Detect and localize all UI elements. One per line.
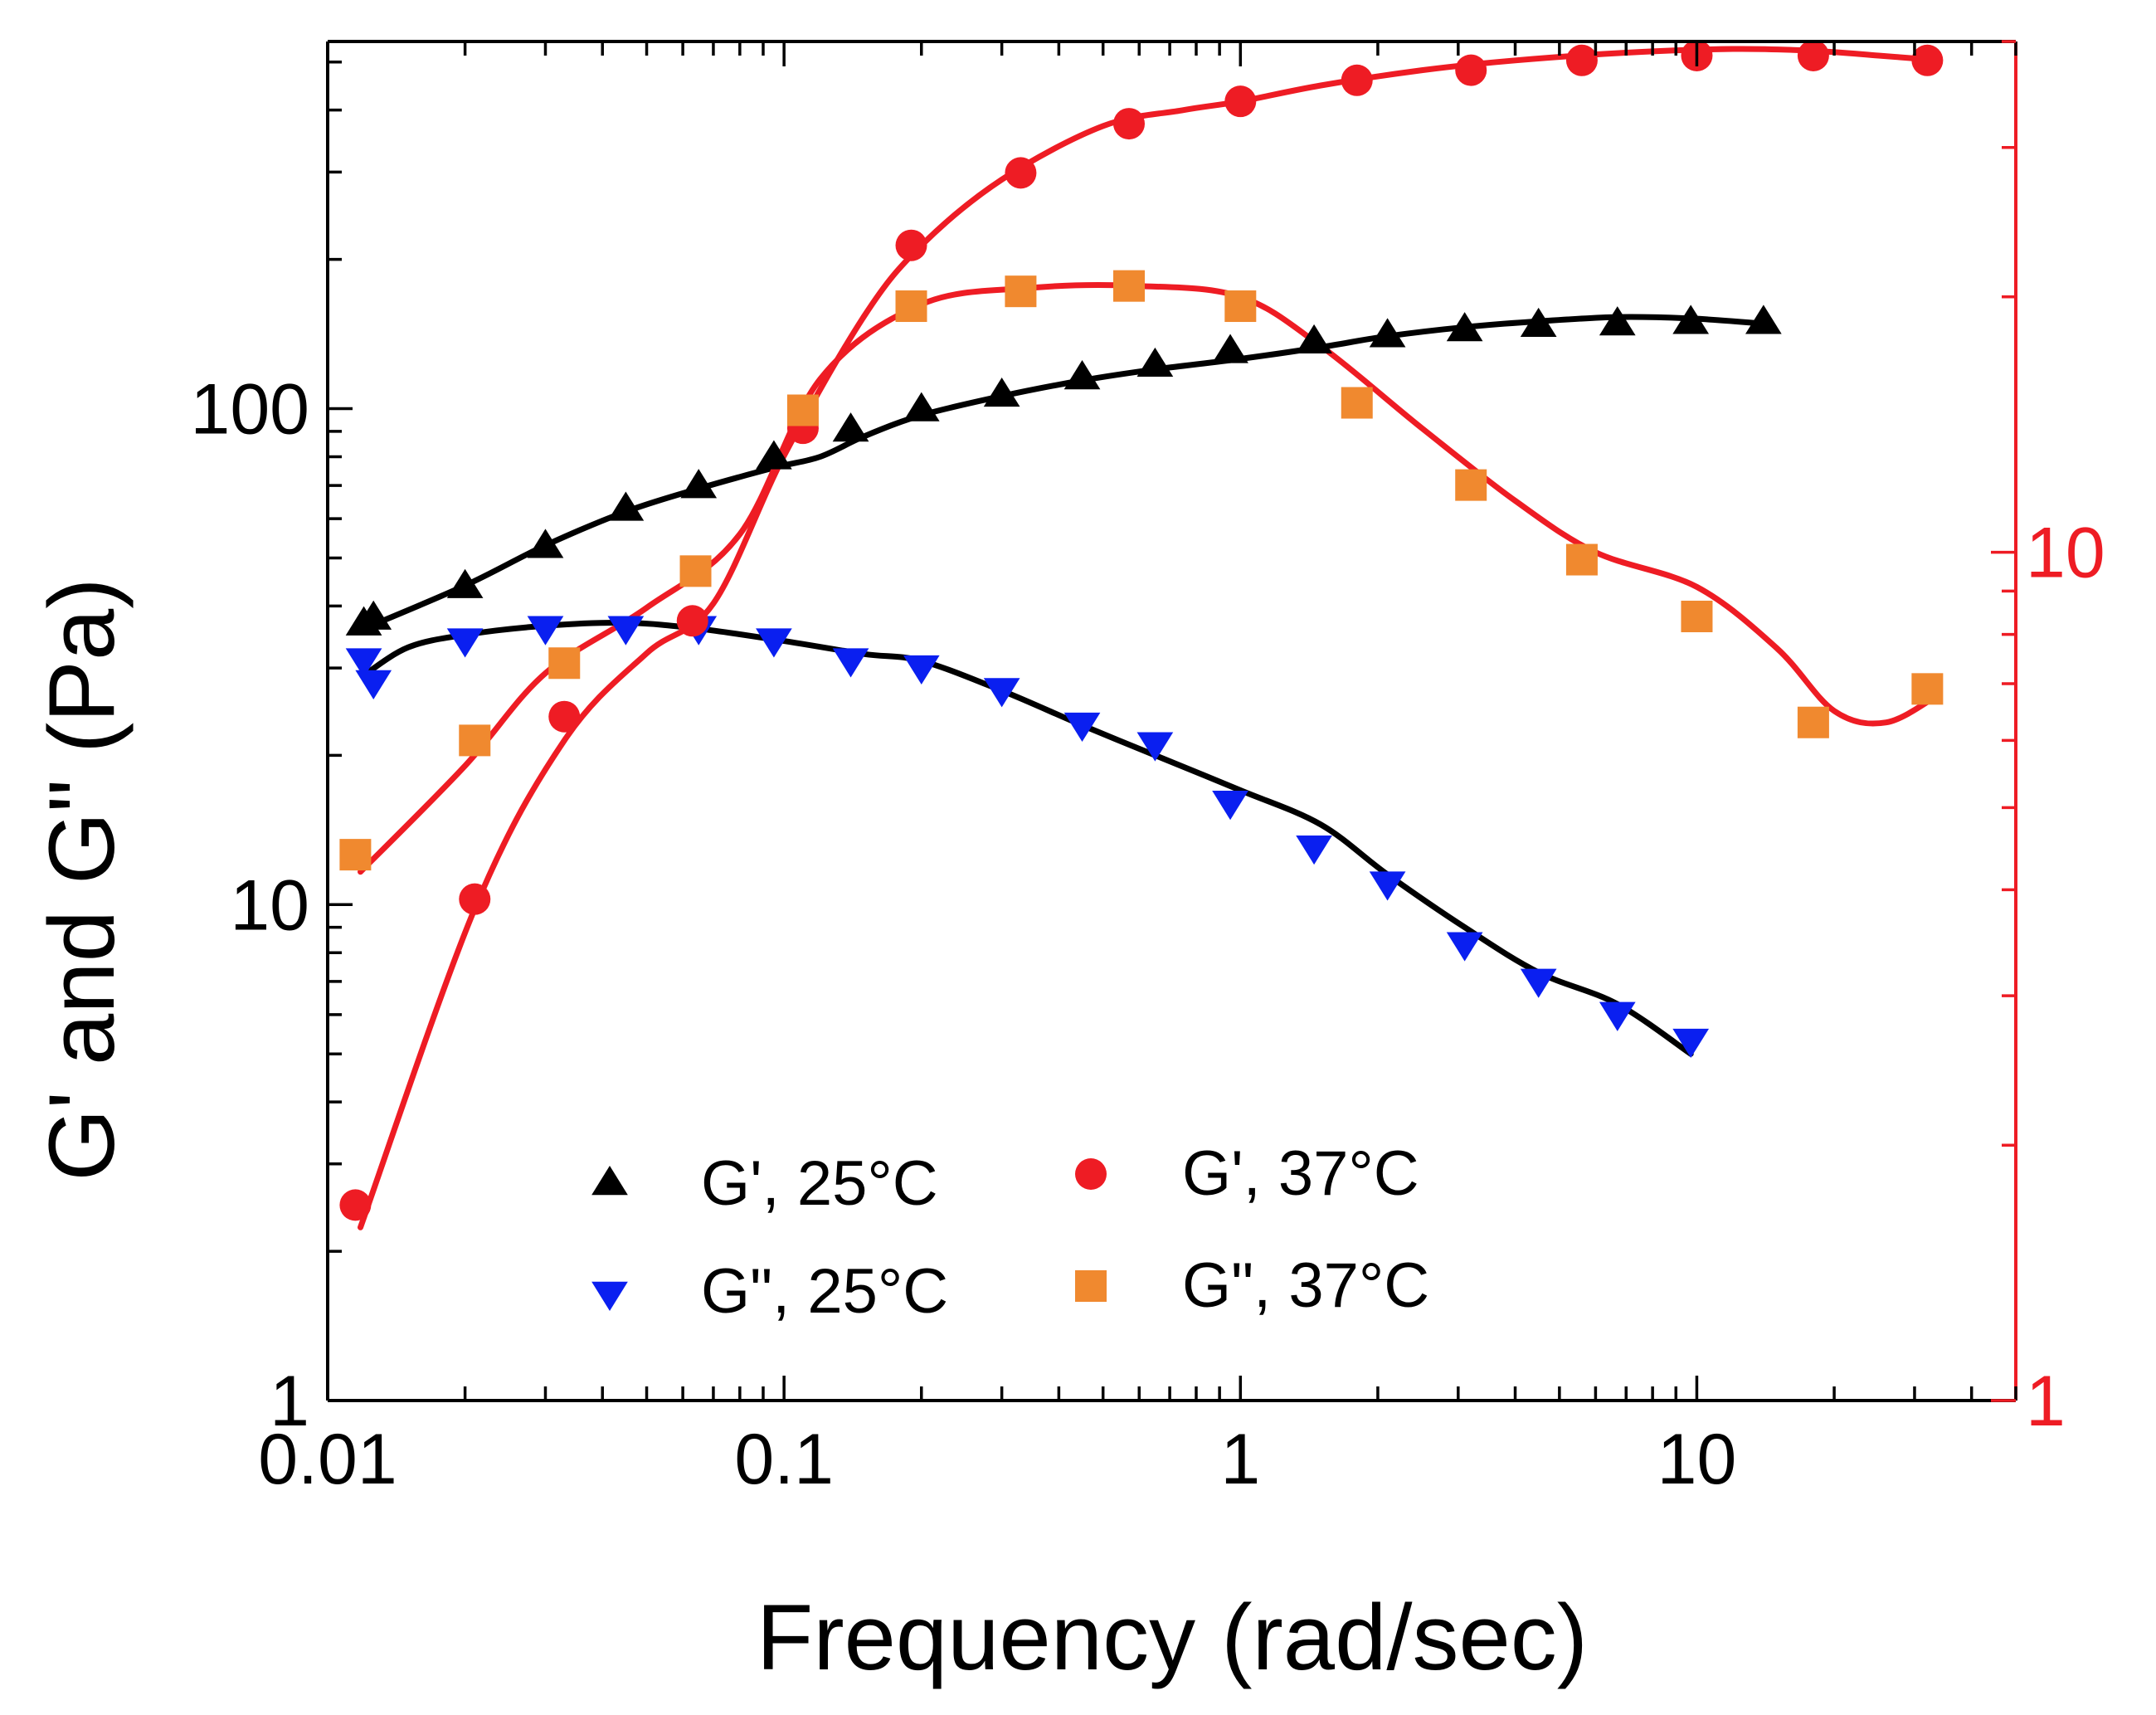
data-point-g-double-prime-25c — [1446, 932, 1483, 962]
data-point-g-double-prime-37c — [1113, 270, 1146, 302]
data-point-g-double-prime-25c — [1369, 871, 1406, 901]
legend-item-g-double-prime-25c: G", 25°C — [591, 1256, 948, 1327]
data-point-g-double-prime-25c — [607, 616, 645, 646]
legend-item-g-prime-25c: G', 25°C — [591, 1148, 938, 1219]
data-point-g-prime-37c — [895, 229, 927, 261]
legend-marker-g-double-prime-25c — [591, 1281, 628, 1311]
x-tick-label: 10 — [1657, 1420, 1737, 1499]
data-point-g-double-prime-37c — [548, 647, 581, 680]
data-point-g-prime-25c — [983, 378, 1020, 407]
left-y-axis-title: G' and G" (Pa) — [30, 577, 134, 1181]
data-point-g-prime-37c — [339, 1189, 372, 1221]
legend-label-g-prime-37c: G', 37°C — [1182, 1138, 1419, 1209]
legend-label-g-double-prime-25c: G", 25°C — [701, 1256, 948, 1327]
legend-symbol-g-double-prime-37c — [1075, 1270, 1107, 1302]
x-tick-label: 0.1 — [734, 1420, 834, 1499]
data-point-g-double-prime-25c — [1212, 791, 1248, 821]
data-point-g-prime-25c — [607, 491, 645, 521]
data-point-g-prime-25c — [1296, 324, 1332, 354]
data-point-g-double-prime-25c — [1520, 968, 1557, 998]
data-point-g-prime-25c — [1520, 307, 1557, 337]
data-point-g-prime-37c — [1911, 44, 1944, 76]
data-point-g-prime-37c — [1565, 44, 1598, 76]
data-point-g-prime-25c — [680, 469, 718, 499]
data-point-g-double-prime-25c — [446, 628, 484, 658]
data-point-g-prime-25c — [1599, 306, 1636, 336]
data-point-g-double-prime-25c — [1599, 1001, 1636, 1031]
data-point-g-prime-37c — [459, 883, 491, 915]
data-point-g-double-prime-37c — [1341, 387, 1373, 419]
data-point-g-prime-25c — [527, 529, 564, 558]
legend-symbol-g-double-prime-25c — [591, 1281, 628, 1311]
data-point-g-double-prime-25c — [756, 628, 792, 658]
x-tick-label: 1 — [1220, 1420, 1260, 1499]
legend-symbol-g-prime-25c — [591, 1166, 628, 1196]
data-point-g-double-prime-25c — [1296, 835, 1332, 865]
legend-item-g-prime-37c: G', 37°C — [1075, 1138, 1419, 1209]
data-point-g-double-prime-37c — [339, 839, 372, 871]
legend: G', 25°C G", 25°C G', 37°C G", 37°C — [591, 1138, 1429, 1327]
data-point-g-prime-25c — [903, 392, 940, 421]
data-point-g-prime-25c — [832, 412, 869, 442]
data-point-g-prime-37c — [1341, 64, 1373, 96]
data-point-g-double-prime-37c — [679, 555, 712, 587]
data-point-g-double-prime-37c — [1681, 600, 1713, 632]
data-point-g-prime-37c — [676, 605, 708, 637]
data-point-g-double-prime-37c — [1455, 469, 1487, 501]
legend-marker-g-double-prime-37c — [1075, 1270, 1107, 1302]
data-point-g-double-prime-25c — [527, 616, 564, 646]
data-point-g-double-prime-37c — [786, 394, 819, 426]
tick-labels: 0.01 0.1 1 10 1 10 100 1 10 — [191, 370, 2105, 1499]
data-point-g-prime-25c — [756, 440, 792, 470]
data-point-g-double-prime-25c — [1672, 1028, 1710, 1059]
data-point-g-prime-25c — [1063, 360, 1101, 390]
data-point-g-prime-25c — [1745, 305, 1782, 334]
data-point-g-prime-37c — [1797, 39, 1829, 71]
data-point-g-double-prime-25c — [345, 648, 382, 678]
data-point-g-prime-25c — [1446, 312, 1483, 342]
data-point-g-double-prime-37c — [1911, 673, 1944, 705]
data-point-g-double-prime-37c — [1224, 290, 1257, 323]
tick-marks — [326, 40, 2017, 1402]
data-point-g-double-prime-25c — [355, 670, 392, 699]
legend-marker-g-prime-37c — [1075, 1158, 1107, 1190]
data-point-g-prime-25c — [1136, 347, 1174, 377]
y-right-tick-label: 10 — [2026, 514, 2105, 593]
data-point-g-prime-37c — [1005, 157, 1037, 189]
y-left-tick-label: 100 — [191, 370, 310, 450]
axes — [326, 40, 2017, 1402]
y-left-tick-label: 1 — [270, 1362, 309, 1441]
data-point-g-double-prime-37c — [1565, 543, 1598, 576]
legend-symbol-g-prime-37c — [1075, 1158, 1107, 1190]
data-point-g-double-prime-25c — [1063, 712, 1101, 743]
data-point-g-prime-37c — [1113, 108, 1146, 140]
data-point-g-prime-25c — [355, 600, 392, 630]
legend-label-g-double-prime-37c: G", 37°C — [1182, 1250, 1429, 1321]
data-point-g-double-prime-25c — [1136, 732, 1174, 762]
data-markers — [339, 39, 1944, 1221]
data-point-g-double-prime-25c — [903, 655, 940, 685]
data-point-g-prime-25c — [1212, 334, 1248, 363]
data-point-g-double-prime-25c — [983, 678, 1020, 708]
data-point-g-double-prime-37c — [1797, 706, 1829, 738]
data-point-g-double-prime-37c — [459, 724, 491, 757]
data-point-g-double-prime-37c — [1005, 275, 1037, 308]
y-left-tick-label: 10 — [230, 865, 309, 945]
x-axis-title: Frequency (rad/sec) — [757, 1586, 1588, 1689]
legend-item-g-double-prime-37c: G", 37°C — [1075, 1250, 1429, 1321]
data-point-g-prime-25c — [1672, 305, 1710, 334]
fit-curve-g-double-prime-25c — [361, 619, 1694, 1057]
data-point-g-prime-37c — [1455, 54, 1487, 86]
x-tick-label: 0.01 — [258, 1420, 397, 1499]
data-point-g-prime-37c — [1224, 85, 1257, 118]
data-point-g-double-prime-37c — [895, 290, 927, 323]
y-right-tick-label: 1 — [2026, 1362, 2066, 1441]
data-point-g-double-prime-25c — [832, 648, 869, 678]
data-point-g-prime-37c — [548, 700, 581, 733]
legend-marker-g-prime-25c — [591, 1166, 628, 1196]
data-point-g-prime-25c — [1369, 318, 1406, 348]
legend-label-g-prime-25c: G', 25°C — [701, 1148, 938, 1219]
data-point-g-prime-25c — [446, 568, 484, 598]
